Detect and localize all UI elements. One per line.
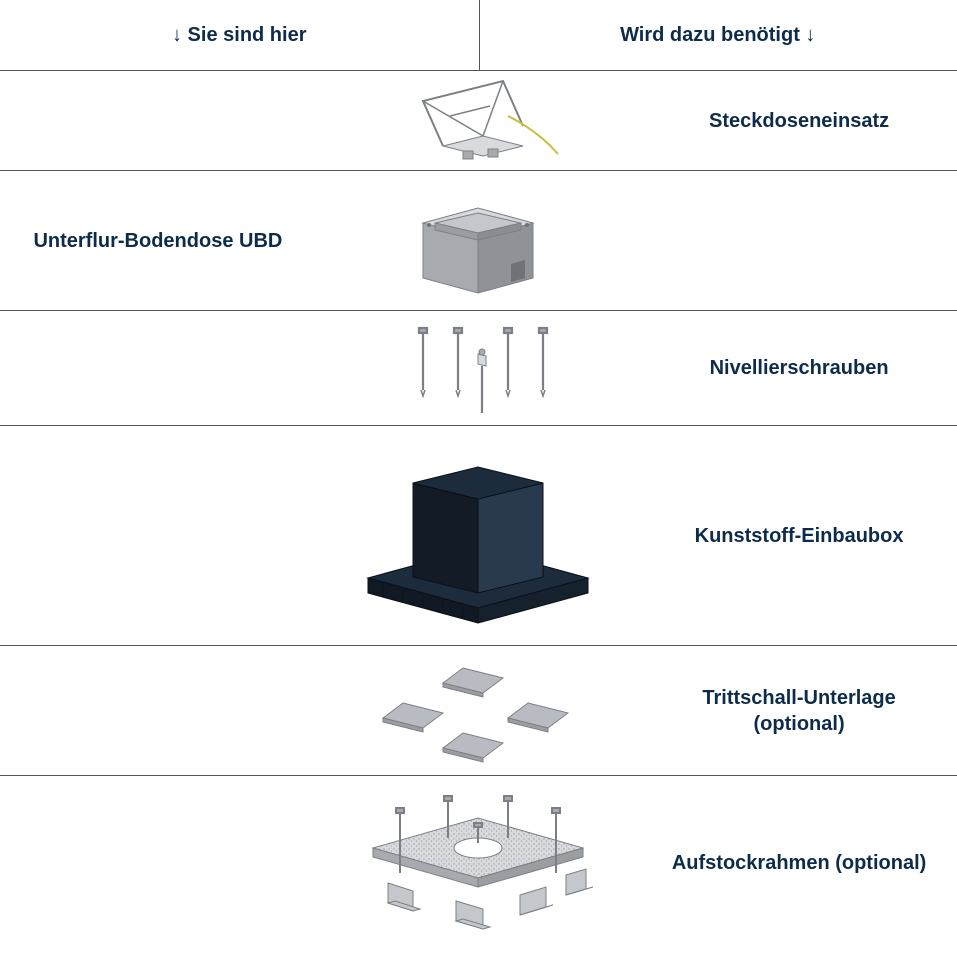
level-screws-icon <box>378 318 578 418</box>
header-right-label: Wird dazu benötigt ↓ <box>479 0 957 70</box>
row-floor-box: Unterflur-Bodendose UBD <box>0 170 957 310</box>
plastic-box-icon <box>348 433 608 638</box>
row-icon-cell <box>316 68 641 174</box>
row-right-label: Trittschall-Unterlage (optional) <box>641 685 957 737</box>
row-right-label: Kunststoff-Einbaubox <box>641 523 957 549</box>
floor-box-icon <box>393 178 563 303</box>
row-icon-cell <box>316 310 641 426</box>
riser-frame-icon <box>338 783 618 943</box>
socket-insert-icon <box>388 76 568 166</box>
row-left-label: Unterflur-Bodendose UBD <box>0 228 316 254</box>
row-socket-insert: Steckdoseneinsatz <box>0 70 957 170</box>
header-left-label: ↓ Sie sind hier <box>0 0 479 70</box>
row-right-label: Nivellierschrauben <box>641 355 957 381</box>
row-icon-cell <box>316 170 641 311</box>
row-icon-cell <box>316 425 641 646</box>
row-impact-pads: Trittschall-Unterlage (optional) <box>0 645 957 775</box>
header-row: ↓ Sie sind hier Wird dazu benötigt ↓ <box>0 0 957 70</box>
row-right-label: Steckdoseneinsatz <box>641 108 957 134</box>
row-icon-cell <box>316 775 641 951</box>
row-plastic-box: Kunststoff-Einbaubox <box>0 425 957 645</box>
header-divider <box>479 0 480 70</box>
diagram-container: ↓ Sie sind hier Wird dazu benötigt ↓ Ste… <box>0 0 957 967</box>
row-level-screws: Nivellierschrauben <box>0 310 957 425</box>
row-right-label: Aufstockrahmen (optional) <box>641 850 957 876</box>
row-icon-cell <box>316 645 641 776</box>
impact-pads-icon <box>368 653 588 768</box>
row-riser-frame: Aufstockrahmen (optional) <box>0 775 957 950</box>
